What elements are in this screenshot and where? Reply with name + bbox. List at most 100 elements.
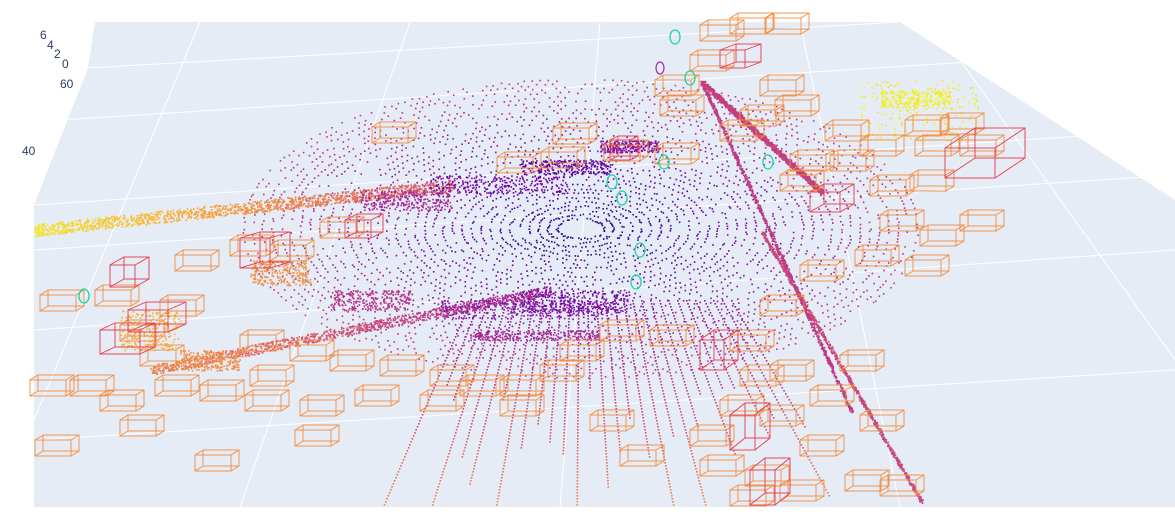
- lidar-point: [861, 259, 863, 262]
- lidar-point: [553, 125, 555, 128]
- lidar-point: [639, 203, 641, 206]
- lidar-point: [462, 372, 465, 374]
- lidar-point: [717, 351, 720, 353]
- lidar-point: [470, 477, 473, 479]
- lidar-point: [783, 221, 785, 223]
- lidar-point: [716, 228, 719, 230]
- lidar-point: [601, 390, 604, 392]
- lidar-point: [810, 173, 813, 176]
- lidar-point: [257, 256, 260, 259]
- lidar-point: [507, 441, 510, 443]
- lidar-point: [715, 253, 717, 255]
- lidar-point: [377, 222, 379, 224]
- lidar-point: [348, 195, 351, 197]
- lidar-point: [467, 142, 470, 144]
- lidar-point: [611, 363, 613, 365]
- lidar-point: [540, 358, 542, 361]
- lidar-point: [418, 317, 421, 320]
- lidar-point: [597, 321, 599, 323]
- lidar-point: [719, 258, 722, 261]
- lidar-point: [693, 303, 696, 305]
- lidar-point: [494, 384, 496, 386]
- lidar-point: [421, 414, 424, 416]
- lidar-point: [748, 207, 750, 210]
- lidar-point: [570, 271, 573, 274]
- lidar-point: [734, 342, 737, 344]
- lidar-point: [542, 333, 545, 336]
- lidar-point: [439, 120, 442, 123]
- lidar-point: [565, 381, 568, 383]
- lidar-point: [553, 384, 556, 386]
- lidar-point: [412, 145, 415, 148]
- lidar-point: [859, 231, 861, 234]
- lidar-point: [502, 238, 505, 241]
- lidar-point: [390, 489, 392, 491]
- lidar-point: [490, 146, 492, 148]
- lidar-point: [475, 140, 478, 143]
- lidar-point: [752, 136, 754, 138]
- lidar-point: [809, 163, 811, 165]
- lidar-point: [576, 441, 579, 443]
- lidar-point: [598, 126, 600, 128]
- lidar-point: [601, 396, 604, 398]
- lidar-point: [440, 334, 442, 337]
- lidar-point: [657, 356, 659, 358]
- lidar-point: [566, 369, 568, 371]
- lidar-point: [643, 426, 646, 428]
- lidar-point: [590, 125, 592, 127]
- lidar-point: [429, 168, 431, 171]
- lidar-point: [487, 366, 489, 368]
- lidar-point: [615, 411, 618, 413]
- lidar-point: [564, 267, 566, 269]
- lidar-point: [659, 378, 661, 380]
- lidar-point: [456, 390, 458, 392]
- lidar-point: [515, 146, 517, 148]
- lidar-point: [524, 241, 527, 244]
- lidar-point: [563, 423, 566, 425]
- lidar-point: [412, 303, 414, 306]
- lidar-point: [842, 306, 845, 308]
- lidar-point: [549, 432, 552, 434]
- lidar-point: [664, 354, 667, 356]
- lidar-point: [785, 311, 788, 314]
- lidar-point: [707, 360, 709, 362]
- lidar-point: [517, 287, 519, 289]
- lidar-point: [441, 114, 443, 117]
- lidar-point: [667, 477, 669, 479]
- lidar-point: [556, 253, 559, 255]
- lidar-point: [700, 246, 702, 248]
- lidar-point: [397, 267, 400, 269]
- lidar-point: [546, 239, 548, 241]
- lidar-point: [608, 333, 610, 335]
- lidar-point: [560, 118, 563, 120]
- lidar-point: [465, 193, 468, 196]
- lidar-point: [791, 211, 793, 213]
- lidar-point: [492, 199, 494, 202]
- lidar-point: [727, 165, 730, 168]
- lidar-point: [689, 293, 691, 295]
- lidar-point: [429, 336, 431, 338]
- lidar-point: [640, 221, 643, 224]
- lidar-point: [621, 225, 623, 228]
- lidar-point: [536, 93, 538, 95]
- lidar-point: [544, 84, 547, 86]
- lidar-point: [595, 368, 597, 370]
- lidar-point: [538, 110, 540, 113]
- lidar-point: [358, 127, 360, 129]
- lidar-point: [507, 350, 510, 353]
- lidar-point: [701, 160, 704, 163]
- lidar-point: [442, 471, 444, 473]
- lidar-point: [564, 405, 567, 407]
- lidar-point: [334, 159, 337, 161]
- lidar-point: [371, 250, 374, 252]
- lidar-point: [606, 125, 608, 127]
- lidar-point: [483, 312, 486, 314]
- lidar-point: [481, 269, 484, 272]
- lidar-point: [696, 316, 699, 319]
- lidar-point: [448, 210, 451, 212]
- lidar-point: [556, 112, 559, 114]
- lidar-point: [697, 354, 699, 356]
- lidar-point: [697, 125, 699, 127]
